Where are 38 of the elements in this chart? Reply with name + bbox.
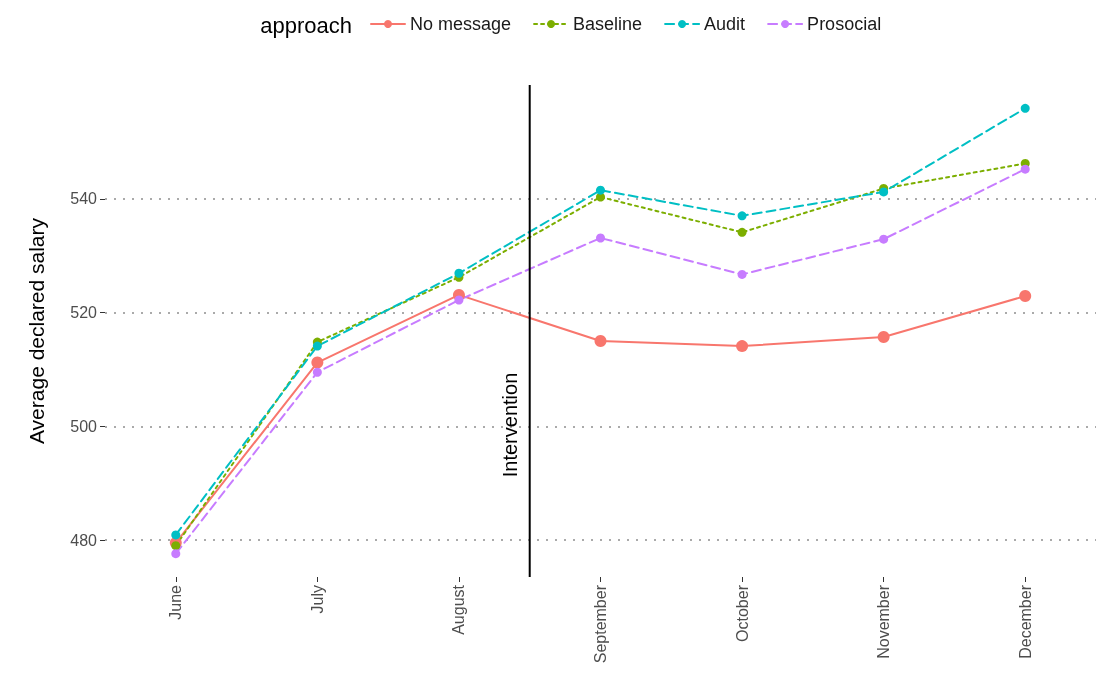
- x-tick-label: August: [450, 584, 468, 635]
- point: [1019, 290, 1032, 303]
- point: [737, 227, 747, 237]
- point: [879, 234, 889, 244]
- y-tick-label: 500: [70, 417, 98, 435]
- point: [171, 541, 181, 551]
- y-tick-label: 540: [70, 190, 98, 208]
- y-tick-label: 520: [70, 304, 98, 322]
- point: [1020, 164, 1030, 174]
- point: [171, 549, 181, 559]
- legend-label: Prosocial: [807, 14, 882, 34]
- x-tick-label: December: [1016, 584, 1034, 659]
- point: [454, 268, 464, 278]
- y-axis-title: Average declared salary: [25, 217, 48, 445]
- legend-label: Audit: [704, 14, 746, 34]
- point: [312, 341, 322, 351]
- x-tick-label: June: [167, 584, 185, 620]
- point: [312, 367, 322, 377]
- point: [171, 530, 181, 540]
- point: [877, 330, 890, 343]
- point: [737, 211, 747, 221]
- point: [596, 185, 605, 195]
- x-tick-label: October: [733, 584, 751, 642]
- point: [311, 356, 324, 369]
- legend-label: No message: [410, 14, 512, 34]
- point: [736, 340, 749, 353]
- point: [737, 269, 747, 279]
- legend-label: Baseline: [573, 14, 643, 34]
- legend-title: approach: [260, 12, 352, 38]
- x-tick-label: November: [875, 584, 893, 659]
- point: [596, 233, 605, 243]
- point: [594, 334, 607, 347]
- ref-line-label: Intervention: [498, 372, 521, 478]
- point: [1020, 103, 1030, 113]
- point: [454, 295, 464, 305]
- y-tick-label: 480: [70, 531, 98, 549]
- x-tick-label: September: [592, 584, 609, 664]
- x-tick-label: July: [308, 585, 326, 614]
